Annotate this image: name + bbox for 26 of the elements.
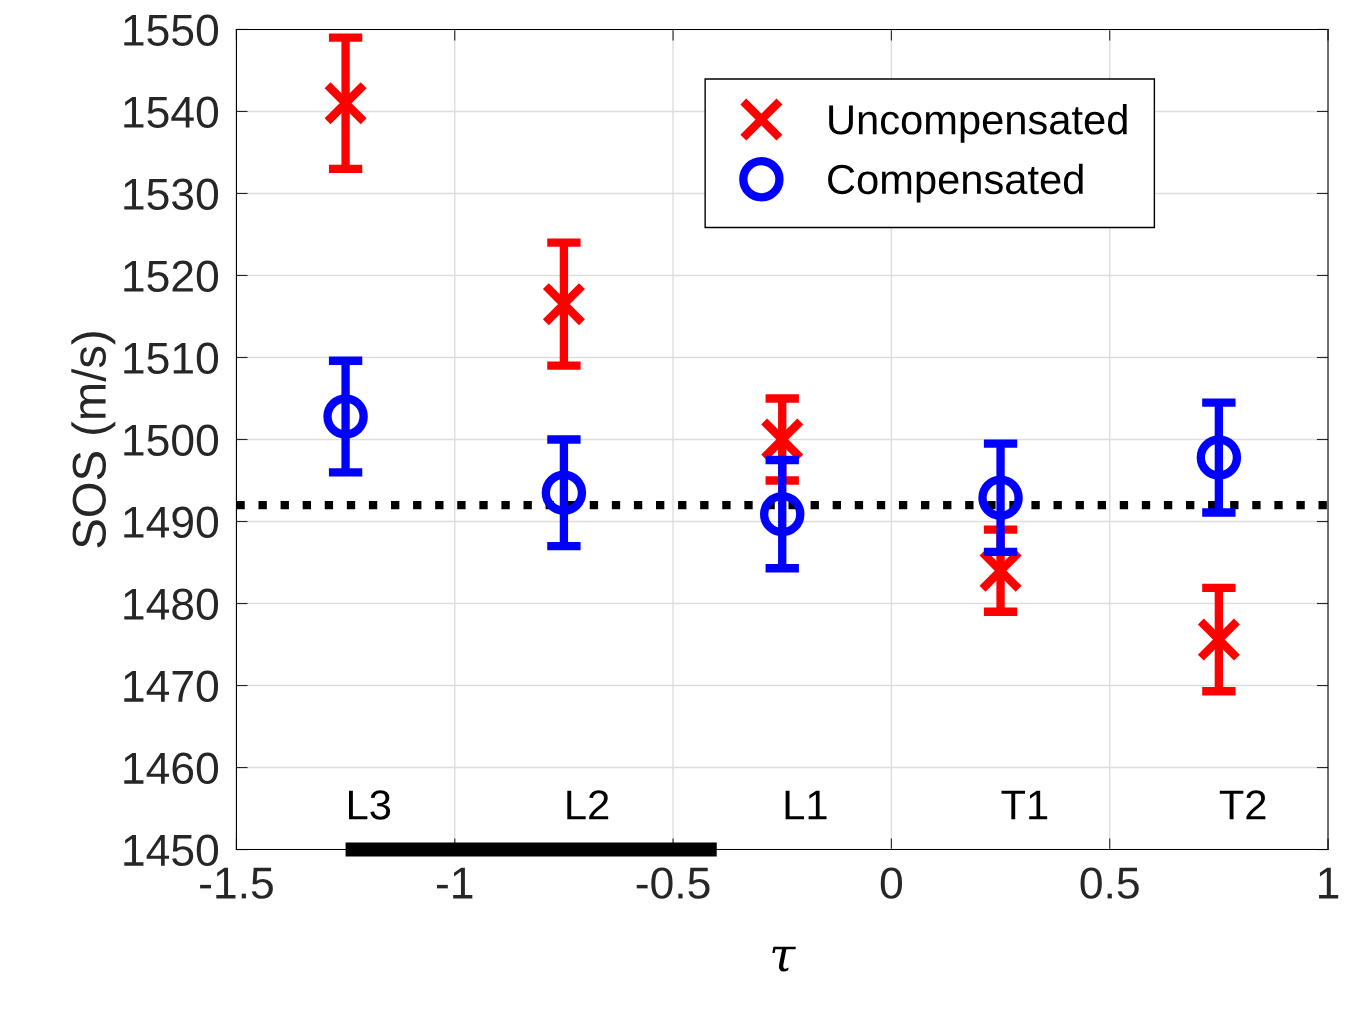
annotation: L1 — [785, 790, 827, 820]
x-tick-label: -1 — [436, 867, 473, 899]
y-tick-label: 1510 — [124, 342, 219, 375]
annotation: L2 — [567, 790, 609, 820]
y-tick-label: 1540 — [124, 96, 219, 128]
y-axis-title: SOS (m/s) — [71, 332, 116, 548]
y-tick-label: 1530 — [124, 178, 219, 210]
legend-label: Uncompensated — [829, 103, 1127, 143]
y-tick-label: 1490 — [124, 506, 219, 539]
y-tick-label: 1470 — [124, 670, 219, 703]
annotation: L3 — [349, 790, 391, 820]
annotation: T1 — [1001, 790, 1048, 820]
x-tick-label: -1.5 — [200, 867, 273, 899]
x-tick-label: -0.5 — [636, 867, 710, 899]
y-tick-label: 1500 — [124, 424, 219, 457]
y-tick-label: 1550 — [124, 14, 219, 46]
y-tick-label: 1520 — [124, 260, 219, 293]
y-tick-label: 1480 — [124, 588, 219, 621]
x-tick-label: 1 — [1319, 867, 1339, 899]
x-tick-label: 0.5 — [1080, 867, 1139, 899]
y-tick-label: 1450 — [124, 834, 219, 867]
y-tick-label: 1460 — [124, 752, 219, 785]
legend-label: Compensated — [828, 163, 1083, 203]
annotation: T2 — [1219, 790, 1266, 820]
x-tick-label: 0 — [880, 867, 903, 899]
x-axis-title: τ — [772, 946, 796, 972]
